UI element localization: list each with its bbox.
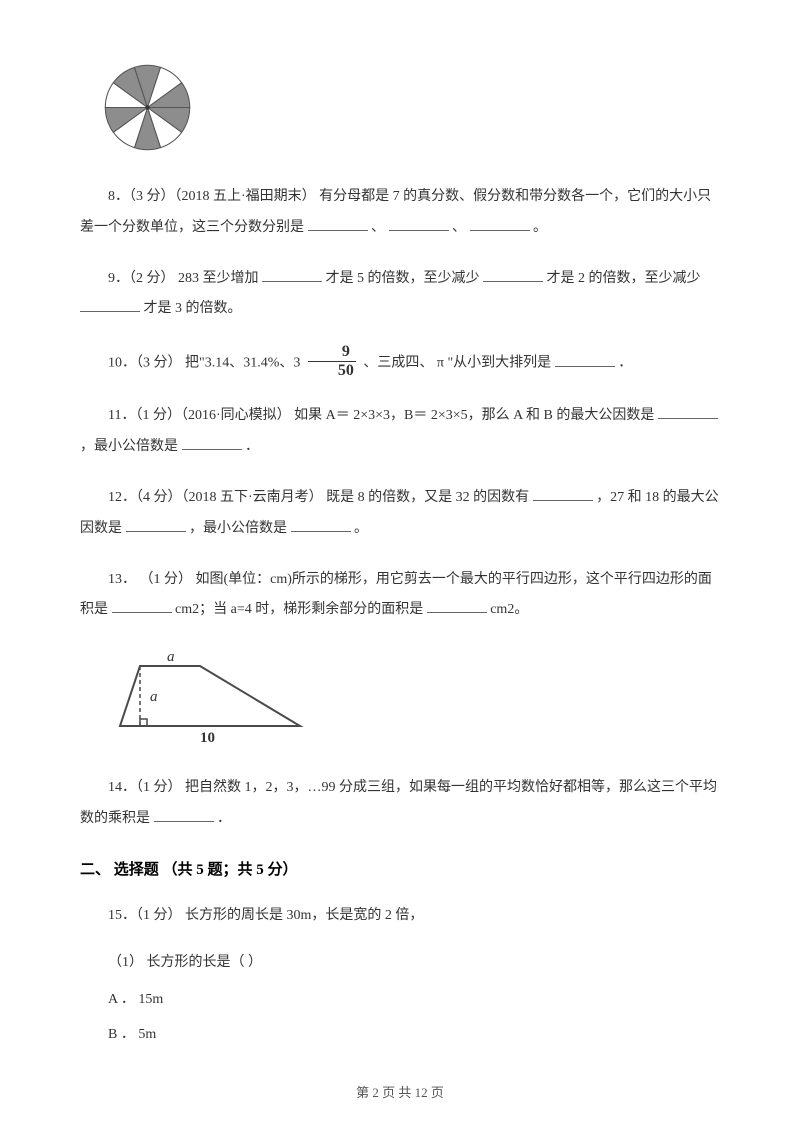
q13-suffix: cm2。 bbox=[490, 602, 528, 617]
q15-option-b: B ． 5m bbox=[108, 1024, 720, 1045]
trapezoid-figure: a a 10 bbox=[110, 646, 720, 753]
spinner-figure bbox=[100, 60, 720, 162]
question-10: 10．（3 分） 把"3.14、31.4%、3 9 50 、三成四、 π "从小… bbox=[80, 345, 720, 381]
blank bbox=[483, 268, 543, 282]
blank bbox=[126, 518, 186, 532]
question-11: 11．（1 分）（2016·同心模拟） 如果 A＝ 2×3×3，B＝ 2×3×5… bbox=[80, 401, 720, 463]
q9-suffix: 才是 3 的倍数。 bbox=[144, 301, 242, 316]
question-13: 13． （1 分） 如图(单位：cm)所示的梯形，用它剪去一个最大的平行四边形，… bbox=[80, 565, 720, 627]
blank bbox=[262, 268, 322, 282]
spinner-svg bbox=[100, 60, 195, 155]
q8-suffix: 。 bbox=[533, 220, 547, 235]
q11-suffix: ． bbox=[245, 439, 259, 454]
q12-prefix: 12．（4 分）（2018 五下·云南月考） 既是 8 的倍数，又是 32 的因… bbox=[108, 490, 529, 505]
question-9: 9．（2 分） 283 至少增加 才是 5 的倍数，至少减少 才是 2 的倍数，… bbox=[80, 264, 720, 326]
q11-prefix: 11．（1 分）（2016·同心模拟） 如果 A＝ 2×3×3，B＝ 2×3×5… bbox=[108, 408, 654, 423]
q11-part2: ，最小公倍数是 bbox=[80, 439, 178, 454]
q8-mid2: 、 bbox=[452, 220, 466, 235]
blank bbox=[80, 298, 140, 312]
label-bottom: 10 bbox=[200, 730, 215, 746]
q14-suffix: ． bbox=[217, 811, 231, 826]
fraction: 9 50 bbox=[308, 343, 356, 379]
q15-stem: 15．（1 分） 长方形的周长是 30m，长是宽的 2 倍， bbox=[108, 908, 423, 923]
blank bbox=[427, 599, 487, 613]
blank bbox=[533, 487, 593, 501]
q15-sub1: （1） 长方形的长是（ ） bbox=[108, 952, 720, 973]
blank bbox=[555, 353, 615, 367]
question-14: 14．（1 分） 把自然数 1，2，3，…99 分成三组，如果每一组的平均数恰好… bbox=[80, 773, 720, 835]
q9-prefix: 9．（2 分） 283 至少增加 bbox=[108, 271, 259, 286]
blank bbox=[658, 405, 718, 419]
blank bbox=[182, 436, 242, 450]
page-footer: 第 2 页 共 12 页 bbox=[0, 1083, 800, 1103]
q8-mid1: 、 bbox=[371, 220, 385, 235]
blank bbox=[291, 518, 351, 532]
blank bbox=[154, 808, 214, 822]
section-2-header: 二、 选择题 （共 5 题；共 5 分） bbox=[80, 859, 720, 882]
q10-prefix: 10．（3 分） 把"3.14、31.4%、3 bbox=[108, 356, 304, 371]
q12-suffix: 。 bbox=[354, 521, 368, 536]
fraction-denominator: 50 bbox=[308, 362, 356, 380]
blank bbox=[389, 217, 449, 231]
q10-part2: 、三成四、 π "从小到大排列是 bbox=[363, 356, 551, 371]
trapezoid-svg: a a 10 bbox=[110, 646, 310, 746]
question-15: 15．（1 分） 长方形的周长是 30m，长是宽的 2 倍， bbox=[80, 901, 720, 932]
q9-part2: 才是 5 的倍数，至少减少 bbox=[326, 271, 480, 286]
q9-part3: 才是 2 的倍数，至少减少 bbox=[547, 271, 701, 286]
question-12: 12．（4 分）（2018 五下·云南月考） 既是 8 的倍数，又是 32 的因… bbox=[80, 483, 720, 545]
q12-part3: ，最小公倍数是 bbox=[189, 521, 287, 536]
q10-suffix: ． bbox=[618, 356, 632, 371]
q13-part2: cm2；当 a=4 时，梯形剩余部分的面积是 bbox=[175, 602, 423, 617]
q15-option-a: A ． 15m bbox=[108, 989, 720, 1010]
blank bbox=[308, 217, 368, 231]
blank bbox=[470, 217, 530, 231]
blank bbox=[112, 599, 172, 613]
label-a-top: a bbox=[167, 649, 175, 665]
question-8: 8．（3 分）（2018 五上·福田期末） 有分母都是 7 的真分数、假分数和带… bbox=[80, 182, 720, 244]
label-a-side: a bbox=[150, 689, 158, 705]
fraction-numerator: 9 bbox=[308, 343, 356, 362]
